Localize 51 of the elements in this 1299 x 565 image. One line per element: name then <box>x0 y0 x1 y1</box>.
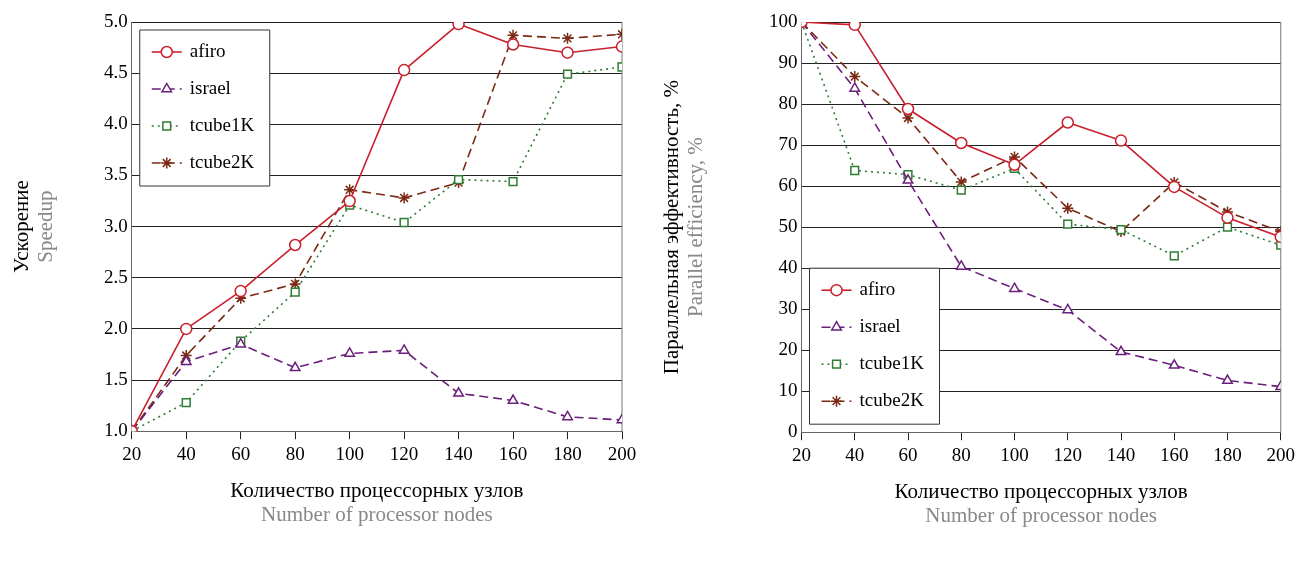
y-tick-label: 30 <box>778 297 798 319</box>
y-tick-label: 4.0 <box>104 112 128 134</box>
y-tick-label: 2.5 <box>104 265 128 287</box>
y-tick-label: 1.5 <box>104 368 128 390</box>
y-axis-title: Параллельная эффективность, % Parallel efficiency, % <box>658 80 707 375</box>
x-tick-label: 40 <box>845 443 865 465</box>
y-tick-label: 0 <box>788 420 798 442</box>
legend-label: tcube2K <box>859 389 925 411</box>
legend-label: tcube1K <box>189 113 255 135</box>
x-tick-label: 140 <box>1106 443 1136 465</box>
legend-label: tcube1K <box>859 352 925 374</box>
x-tick-label: 80 <box>285 442 305 464</box>
x-tick-label: 140 <box>444 442 473 464</box>
x-tick-label: 80 <box>951 443 971 465</box>
y-tick-label: 100 <box>769 9 798 31</box>
x-tick-label: 100 <box>335 442 364 464</box>
y-tick-label: 1.0 <box>104 419 128 441</box>
legend-label: tcube2K <box>189 150 255 172</box>
y-axis-title: Ускорение Speedup <box>8 180 57 274</box>
legend-label: afiro <box>859 278 896 300</box>
y-tick-label: 5.0 <box>104 9 128 31</box>
x-tick-label: 120 <box>1053 443 1082 465</box>
x-tick-label: 100 <box>1000 443 1029 465</box>
y-tick-label: 60 <box>778 174 798 196</box>
y-tick-label: 3.0 <box>104 214 128 236</box>
x-tick-label: 160 <box>498 442 528 464</box>
y-tick-label: 4.5 <box>104 61 128 83</box>
y-tick-label: 80 <box>778 92 798 114</box>
x-tick-label: 120 <box>389 442 419 464</box>
y-tick-label: 10 <box>778 379 798 401</box>
x-axis-title: Количество процессорных узлов Number of processor nodes <box>894 478 1188 527</box>
x-tick-label: 60 <box>231 442 251 464</box>
y-tick-label: 70 <box>778 133 798 155</box>
x-tick-label: 200 <box>607 442 637 464</box>
x-tick-label: 200 <box>1266 443 1295 465</box>
legend-label: afiro <box>189 39 226 61</box>
y-tick-label: 2.0 <box>104 316 128 338</box>
x-axis-title: Количество процессорных узлов Number of processor nodes <box>230 477 524 526</box>
y-tick-label: 20 <box>778 338 798 360</box>
x-tick-label: 60 <box>898 443 918 465</box>
legend-label: israel <box>859 315 901 337</box>
x-tick-label: 20 <box>122 442 142 464</box>
x-tick-label: 40 <box>176 442 196 464</box>
y-tick-label: 40 <box>778 256 798 278</box>
y-tick-label: 90 <box>778 51 798 72</box>
x-tick-label: 180 <box>553 442 582 464</box>
x-tick-label: 180 <box>1213 443 1242 465</box>
y-tick-label: 3.5 <box>104 163 128 185</box>
legend-label: israel <box>189 76 231 98</box>
x-tick-label: 160 <box>1160 443 1189 465</box>
y-tick-label: 50 <box>778 215 798 237</box>
